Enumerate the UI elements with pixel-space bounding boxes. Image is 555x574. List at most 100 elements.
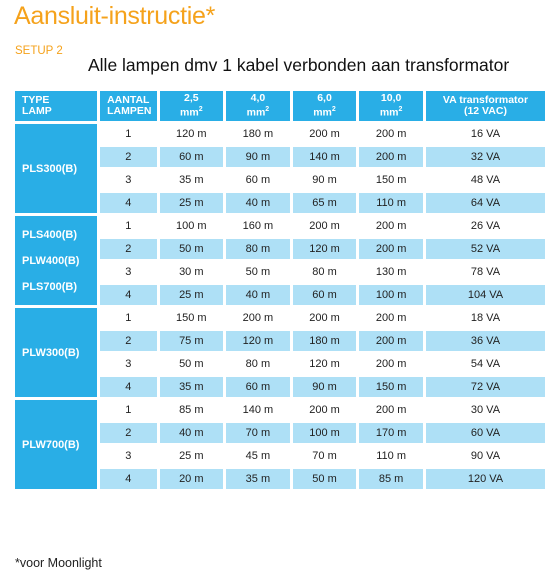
va-cell: 16 VA: [470, 128, 501, 140]
cable-length-cell: 35 m: [159, 377, 224, 397]
cable-length-cell: 180 m: [292, 331, 357, 351]
cable-length-cell: 65 m: [292, 193, 357, 213]
table-row: 2 50 m 80 m 120 m 200 m 52 VA: [15, 239, 545, 259]
cable-length-cell: 90 m: [292, 377, 357, 397]
lamp-count-cell: 2: [100, 147, 157, 167]
va-cell: 36 VA: [425, 331, 545, 351]
lamp-count-cell: 1: [125, 404, 132, 416]
table-row: 3 50 m 80 m 120 m 200 m 54 VA: [15, 354, 545, 374]
lamp-count-cell: 2: [100, 239, 157, 259]
table-row: PLW700(B) 1 85 m 140 m 200 m 200 m 30 VA: [15, 400, 545, 489]
table-row: 2 75 m 120 m 180 m 200 m 36 VA: [15, 331, 545, 351]
cable-length-cell: 120 m: [226, 331, 290, 351]
cable-length-cell: 85 m: [359, 469, 423, 489]
va-cell: 64 VA: [425, 193, 545, 213]
cable-length-cell: 200 m: [375, 404, 407, 416]
cable-length-cell: 120 m: [292, 239, 357, 259]
lamp-type-label: PLW400(B): [22, 254, 80, 267]
header-type-lamp: TYPE LAMP: [15, 91, 98, 121]
cable-length-cell: 25 m: [159, 285, 224, 305]
cable-length-cell: 40 m: [159, 423, 224, 443]
cable-length-cell: 110 m: [359, 193, 423, 213]
cable-length-cell: 45 m: [245, 450, 271, 462]
lamp-count-cell: 4: [100, 469, 157, 489]
cable-length-cell: 200 m: [359, 147, 423, 167]
cable-length-cell: 35 m: [179, 174, 204, 186]
header-lamp-count: AANTAL LAMPEN: [100, 91, 157, 121]
cable-length-cell: 170 m: [359, 423, 423, 443]
va-cell: 72 VA: [425, 377, 545, 397]
cable-length-cell: 200 m: [309, 404, 340, 416]
lamp-count-cell: 3: [125, 174, 132, 186]
lamp-count-cell: 3: [125, 266, 132, 278]
cable-length-cell: 60 m: [159, 147, 224, 167]
cable-length-cell: 50 m: [179, 358, 204, 370]
cable-length-cell: 200 m: [375, 220, 407, 232]
cable-length-cell: 130 m: [375, 266, 407, 278]
cable-length-cell: 25 m: [179, 450, 204, 462]
va-cell: 52 VA: [425, 239, 545, 259]
table-row: PLS300(B) 1 120 m 180 m 200 m 200 m 16 VA: [15, 124, 545, 213]
connection-table: TYPE LAMP AANTAL LAMPEN 2,5 mm2 4,0 mm2 6,0 m…: [12, 88, 548, 492]
lamp-count-cell: 3: [125, 450, 132, 462]
table-row: 2 40 m 70 m 100 m 170 m 60 VA: [15, 423, 545, 443]
table-row: 3 35 m 60 m 90 m 150 m 48 VA: [15, 170, 545, 190]
table-row: 4 20 m 35 m 50 m 85 m 120 VA: [15, 469, 545, 489]
cable-length-cell: 160 m: [242, 220, 274, 232]
lamp-type-label: PLW700(B): [22, 438, 80, 451]
lamp-type-label: PLS300(B): [22, 162, 78, 175]
cable-length-cell: 40 m: [226, 193, 290, 213]
lamp-type-cell: PLS300(B): [15, 124, 98, 213]
lamp-type-label: PLS400(B): [22, 228, 78, 241]
cable-length-cell: 100 m: [359, 285, 423, 305]
va-cell: 48 VA: [470, 174, 501, 186]
table-row: 4 25 m 40 m 65 m 110 m 64 VA: [15, 193, 545, 213]
cable-length-cell: 50 m: [245, 266, 271, 278]
lamp-type-label: PLW300(B): [22, 346, 80, 359]
cable-length-cell: 100 m: [176, 220, 207, 232]
cable-length-cell: 40 m: [226, 285, 290, 305]
header-section-2-5: 2,5 mm2: [159, 91, 224, 121]
cable-length-cell: 85 m: [179, 404, 204, 416]
cable-length-cell: 70 m: [226, 423, 290, 443]
table-row: 4 25 m 40 m 60 m 100 m 104 VA: [15, 285, 545, 305]
lamp-count-cell: 4: [100, 285, 157, 305]
page-subtitle: Alle lampen dmv 1 kabel verbonden aan tr…: [88, 55, 510, 75]
cable-length-cell: 25 m: [159, 193, 224, 213]
cable-length-cell: 80 m: [312, 266, 337, 278]
cable-length-cell: 80 m: [226, 239, 290, 259]
cable-length-cell: 70 m: [312, 450, 337, 462]
cable-length-cell: 140 m: [242, 404, 274, 416]
cable-length-cell: 90 m: [226, 147, 290, 167]
cable-length-cell: 50 m: [159, 239, 224, 259]
table-row: PLW300(B) 1 150 m 200 m 200 m 200 m 18 VA: [15, 308, 545, 397]
va-cell: 90 VA: [470, 450, 501, 462]
cable-length-cell: 60 m: [245, 174, 271, 186]
cable-length-cell: 150 m: [375, 174, 407, 186]
cable-length-cell: 200 m: [309, 220, 340, 232]
va-cell: 30 VA: [470, 404, 501, 416]
lamp-count-cell: 1: [125, 128, 132, 140]
va-cell: 104 VA: [425, 285, 545, 305]
page-title: Aansluit-instructie*: [14, 2, 216, 30]
cable-length-cell: 200 m: [309, 312, 340, 324]
footnote: *voor Moonlight: [15, 556, 102, 570]
cable-length-cell: 140 m: [292, 147, 357, 167]
header-section-6-0: 6,0 mm2: [292, 91, 357, 121]
cable-length-cell: 120 m: [309, 358, 340, 370]
table-row: 2 60 m 90 m 140 m 200 m 32 VA: [15, 147, 545, 167]
lamp-count-cell: 2: [100, 331, 157, 351]
cable-length-cell: 30 m: [179, 266, 204, 278]
lamp-type-cell: PLW700(B): [15, 400, 98, 489]
cable-length-cell: 100 m: [292, 423, 357, 443]
lamp-count-cell: 1: [125, 220, 132, 232]
cable-length-cell: 150 m: [176, 312, 207, 324]
cable-length-cell: 200 m: [242, 312, 274, 324]
va-cell: 54 VA: [470, 358, 501, 370]
cable-length-cell: 35 m: [226, 469, 290, 489]
lamp-type-cell: PLW300(B): [15, 308, 98, 397]
cable-length-cell: 200 m: [309, 128, 340, 140]
va-cell: 18 VA: [470, 312, 501, 324]
lamp-count-cell: 4: [100, 193, 157, 213]
table-row: PLS400(B) PLW400(B) PLS700(B) 1 100 m 160 m 20…: [15, 216, 545, 305]
